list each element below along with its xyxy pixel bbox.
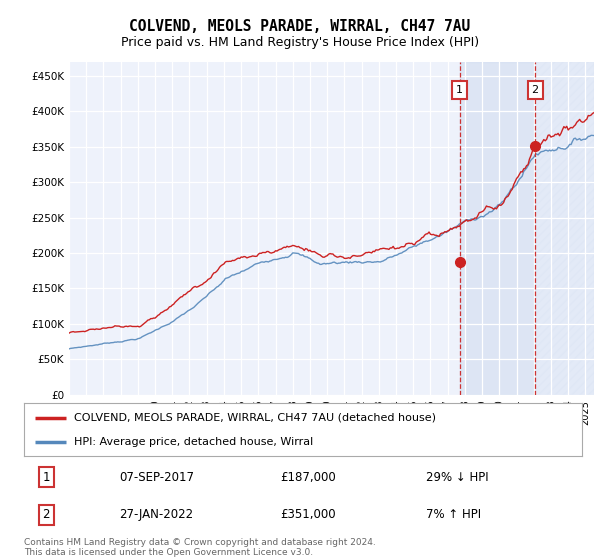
Text: 2: 2 xyxy=(43,508,50,521)
Text: 7% ↑ HPI: 7% ↑ HPI xyxy=(426,508,481,521)
Text: £351,000: £351,000 xyxy=(281,508,337,521)
Text: 1: 1 xyxy=(43,470,50,484)
Text: Price paid vs. HM Land Registry's House Price Index (HPI): Price paid vs. HM Land Registry's House … xyxy=(121,36,479,49)
Text: 29% ↓ HPI: 29% ↓ HPI xyxy=(426,470,488,484)
Text: Contains HM Land Registry data © Crown copyright and database right 2024.
This d: Contains HM Land Registry data © Crown c… xyxy=(24,538,376,557)
Text: 2: 2 xyxy=(532,85,539,95)
Bar xyxy=(460,62,535,395)
Text: 1: 1 xyxy=(456,85,463,95)
Text: COLVEND, MEOLS PARADE, WIRRAL, CH47 7AU: COLVEND, MEOLS PARADE, WIRRAL, CH47 7AU xyxy=(130,20,470,34)
Text: COLVEND, MEOLS PARADE, WIRRAL, CH47 7AU (detached house): COLVEND, MEOLS PARADE, WIRRAL, CH47 7AU … xyxy=(74,413,436,423)
Text: £187,000: £187,000 xyxy=(281,470,337,484)
Text: HPI: Average price, detached house, Wirral: HPI: Average price, detached house, Wirr… xyxy=(74,437,313,447)
Text: 07-SEP-2017: 07-SEP-2017 xyxy=(119,470,194,484)
Text: 27-JAN-2022: 27-JAN-2022 xyxy=(119,508,193,521)
Bar xyxy=(535,62,594,395)
